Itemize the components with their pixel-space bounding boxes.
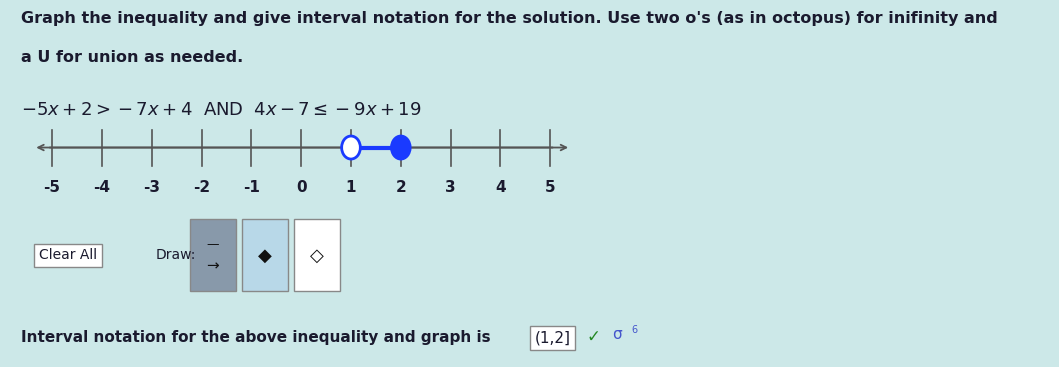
Text: 2: 2 <box>395 180 407 195</box>
Text: ◆: ◆ <box>258 246 272 265</box>
Text: $-5x+2>-7x+4$  AND  $4x-7\leq-9x+19$: $-5x+2>-7x+4$ AND $4x-7\leq-9x+19$ <box>21 101 421 119</box>
Text: σ: σ <box>612 327 623 342</box>
Text: 5: 5 <box>545 180 556 195</box>
Ellipse shape <box>392 136 410 159</box>
Text: Graph the inequality and give interval notation for the solution. Use two o's (a: Graph the inequality and give interval n… <box>21 11 998 26</box>
FancyBboxPatch shape <box>191 219 236 291</box>
Text: -5: -5 <box>43 180 60 195</box>
Text: 3: 3 <box>446 180 456 195</box>
Text: -3: -3 <box>143 180 160 195</box>
Text: —: — <box>207 238 219 251</box>
Text: -1: -1 <box>243 180 259 195</box>
Text: Interval notation for the above inequality and graph is: Interval notation for the above inequali… <box>21 330 490 345</box>
Text: 4: 4 <box>496 180 506 195</box>
Ellipse shape <box>342 136 360 159</box>
Text: 6: 6 <box>631 324 638 335</box>
FancyBboxPatch shape <box>294 219 340 291</box>
Text: a U for union as needed.: a U for union as needed. <box>21 50 244 65</box>
Text: Clear All: Clear All <box>38 248 96 262</box>
Text: →: → <box>207 259 219 274</box>
Text: -4: -4 <box>93 180 110 195</box>
Text: 0: 0 <box>295 180 306 195</box>
Text: ◇: ◇ <box>310 246 324 265</box>
Text: Draw:: Draw: <box>156 248 196 262</box>
Text: (1,2]: (1,2] <box>535 330 571 345</box>
FancyBboxPatch shape <box>243 219 288 291</box>
Text: 1: 1 <box>345 180 356 195</box>
Text: -2: -2 <box>193 180 210 195</box>
Text: ✓: ✓ <box>587 327 600 345</box>
